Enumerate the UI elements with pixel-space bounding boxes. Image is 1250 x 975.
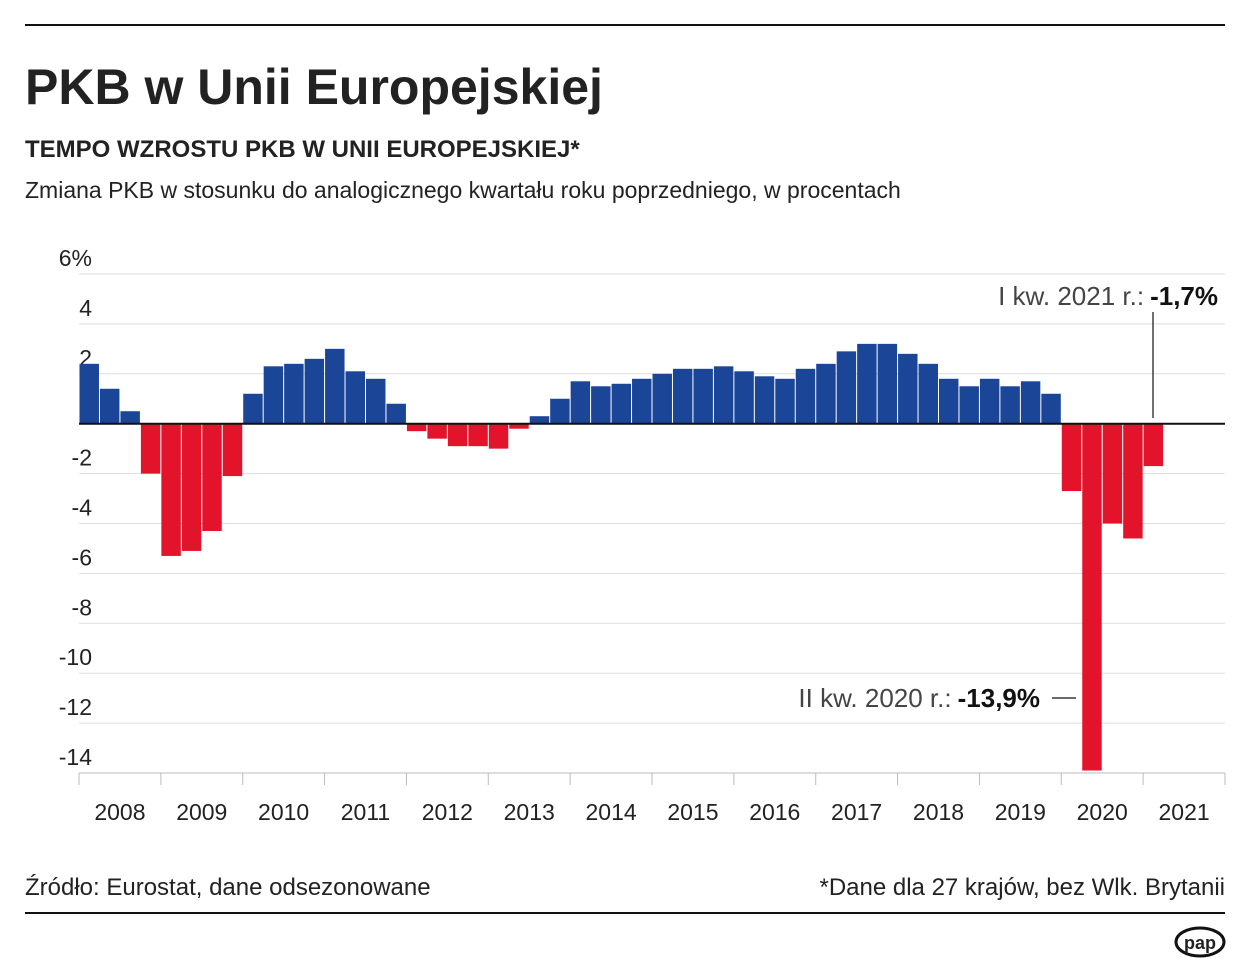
x-tick-label: 2019: [995, 799, 1046, 825]
y-tick-label: -4: [72, 495, 93, 521]
bar: [1061, 423, 1082, 492]
bar: [120, 411, 140, 424]
bar: [488, 423, 509, 449]
chart-subtitle: TEMPO WZROSTU PKB W UNII EUROPEJSKIEJ*: [25, 136, 580, 163]
x-tick-label: 2016: [749, 799, 800, 825]
bar: [1041, 393, 1061, 424]
bar: [836, 351, 857, 424]
bar: [181, 423, 202, 551]
bar: [366, 378, 386, 424]
source: Źródło: Eurostat, dane odsezonowane: [25, 874, 431, 901]
logo: pap: [1184, 933, 1216, 953]
y-tick-label: -8: [72, 594, 92, 620]
bar: [877, 343, 898, 424]
bar: [345, 371, 365, 424]
bar: [979, 378, 1000, 424]
x-tick-label: 2013: [504, 799, 555, 825]
bar: [632, 378, 652, 424]
x-tick-label: 2015: [667, 799, 718, 825]
bar: [468, 423, 488, 447]
bar: [939, 378, 959, 424]
x-tick-label: 2010: [258, 799, 309, 825]
bar: [222, 423, 243, 477]
bar: [529, 416, 550, 424]
bar: [99, 388, 120, 424]
bar: [325, 348, 345, 424]
x-tick-label: 2009: [176, 799, 227, 825]
bar: [1082, 423, 1102, 771]
logo-frame: [1174, 926, 1226, 958]
bar: [918, 363, 938, 424]
bar: [1102, 423, 1123, 524]
bar: [775, 378, 795, 424]
x-tick-label: 2017: [831, 799, 882, 825]
bar: [509, 423, 529, 429]
bar: [284, 363, 304, 424]
bar: [550, 398, 570, 424]
annotation: II kw. 2020 r.: -13,9%: [798, 683, 1040, 713]
bar: [652, 373, 672, 424]
annotation-value: -1,7%: [1150, 281, 1218, 311]
y-tick-label: -6: [72, 544, 92, 570]
footnote: *Dane dla 27 krajów, bez Wlk. Brytanii: [819, 874, 1225, 901]
annotation-text: II kw. 2020 r.:: [798, 683, 951, 713]
annotation-text: I kw. 2021 r.:: [998, 281, 1144, 311]
bar: [79, 363, 99, 424]
bar: [611, 383, 632, 424]
bar: [1000, 386, 1020, 424]
y-tick-label: -2: [72, 445, 92, 471]
bar: [693, 368, 713, 424]
annotation: I kw. 2021 r.: -1,7%: [998, 281, 1218, 311]
bar: [406, 423, 427, 432]
x-tick-label: 2021: [1158, 799, 1209, 825]
bar: [386, 403, 406, 424]
x-tick-label: 2011: [341, 799, 390, 825]
bar: [898, 353, 918, 424]
x-tick-label: 2018: [913, 799, 964, 825]
y-tick-label: 4: [79, 295, 92, 321]
bar: [263, 366, 284, 424]
bar: [427, 423, 447, 439]
chart-description: Zmiana PKB w stosunku do analogicznego k…: [25, 177, 901, 203]
y-tick-label: 6%: [59, 245, 92, 271]
bar: [959, 386, 979, 424]
bar: [161, 423, 181, 556]
y-tick-label: -10: [59, 644, 92, 670]
bar: [734, 371, 754, 424]
bar: [447, 423, 468, 447]
annotation-value: -13,9%: [958, 683, 1040, 713]
bar: [202, 423, 222, 531]
bar: [857, 343, 877, 424]
plot: 6%420-2-4-6-8-10-12-14200820092010201120…: [59, 245, 1226, 825]
y-tick-label: -12: [59, 694, 92, 720]
x-tick-label: 2008: [94, 799, 145, 825]
x-tick-label: 2012: [422, 799, 473, 825]
bar: [304, 358, 325, 424]
bar: [140, 423, 161, 474]
y-tick-label: -14: [59, 744, 92, 770]
bar: [754, 376, 775, 424]
chart-title: PKB w Unii Europejskiej: [25, 59, 603, 115]
bar: [1123, 423, 1143, 539]
x-tick-label: 2020: [1077, 799, 1128, 825]
bar: [816, 363, 836, 424]
bar: [672, 368, 693, 424]
bar: [1020, 381, 1041, 424]
bar: [713, 366, 734, 424]
bar: [243, 393, 263, 424]
bar: [795, 368, 816, 424]
bar: [591, 386, 611, 424]
bar: [1143, 423, 1164, 467]
bar: [570, 381, 591, 424]
x-tick-label: 2014: [585, 799, 636, 825]
